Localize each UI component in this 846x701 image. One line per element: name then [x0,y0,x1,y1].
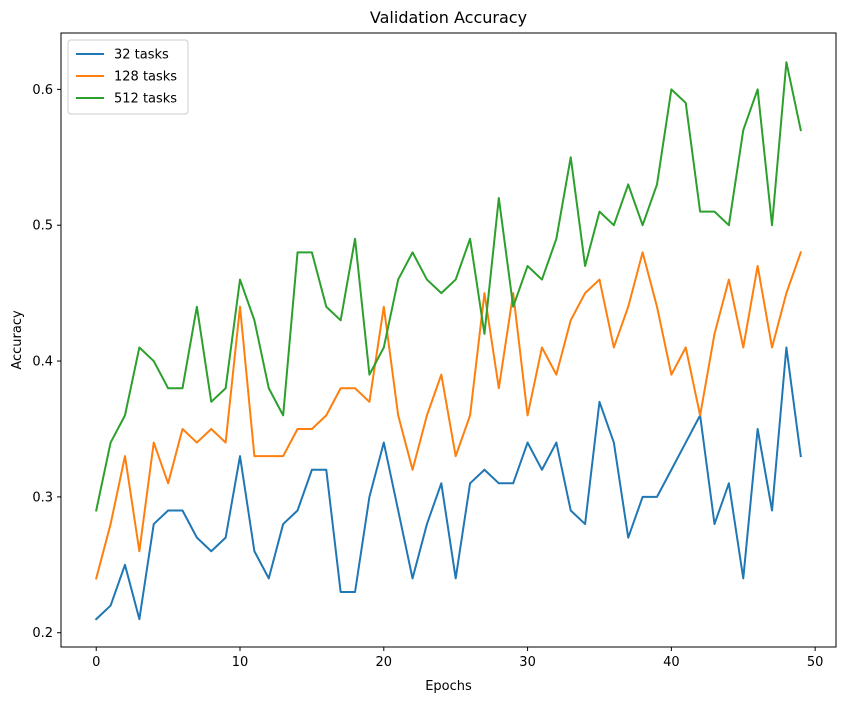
y-tick-label: 0.6 [32,83,53,98]
x-tick-label: 10 [232,655,249,670]
x-tick-label: 0 [92,655,100,670]
legend-entry: 128 tasks [114,70,177,85]
chart-title: Validation Accuracy [370,8,527,27]
x-tick-label: 20 [376,655,393,670]
plot-frame [60,32,837,648]
series-line-1 [94,346,802,621]
x-tick-label: 30 [519,655,536,670]
x-axis: 0 10 20 30 40 50 [92,647,823,670]
y-tick-label: 0.4 [32,355,53,370]
y-axis-label: Accuracy [10,310,25,370]
y-tick-label: 0.3 [32,490,53,505]
legend: 32 tasks 128 tasks 512 tasks [67,39,189,115]
legend-box [67,39,189,115]
legend-entry: 32 tasks [114,48,169,63]
y-tick-label: 0.5 [32,219,53,234]
x-axis-label: Epochs [425,679,472,694]
x-tick-label: 50 [807,655,824,670]
y-axis: 0.2 0.3 0.4 0.5 0.6 [32,83,61,641]
legend-entry: 512 tasks [114,92,177,107]
series-line-2 [95,251,803,580]
series-line-3 [95,61,802,512]
x-tick-label: 40 [663,655,680,670]
y-tick-label: 0.2 [32,626,53,641]
plot-area [94,61,803,621]
